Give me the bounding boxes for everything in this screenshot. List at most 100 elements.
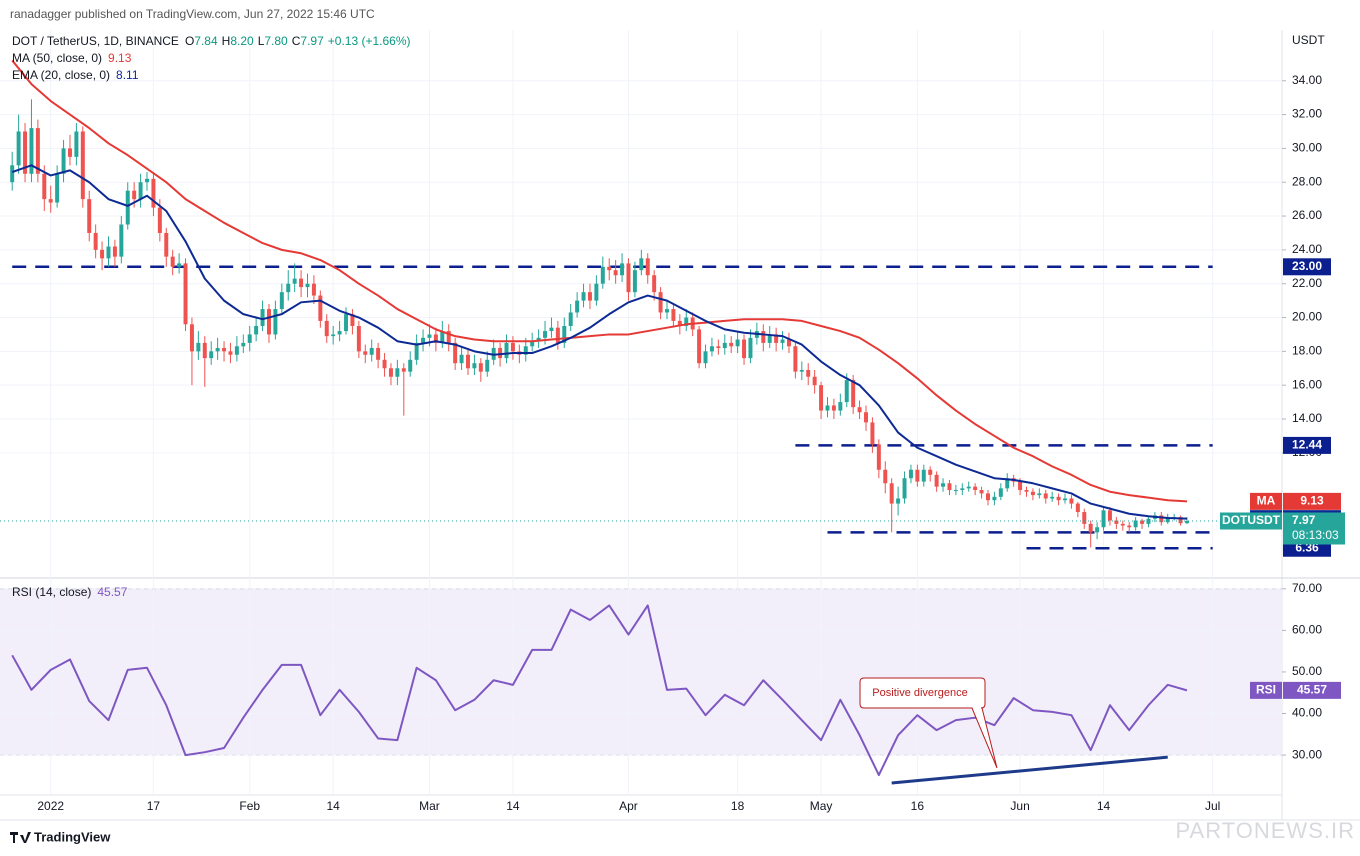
plot-layer: 12.0014.0016.0018.0020.0022.0024.0026.00… [0, 30, 1345, 813]
candle-body [151, 178, 156, 208]
candle-body [337, 331, 342, 335]
candle-body [844, 380, 849, 403]
candle-body [620, 263, 625, 276]
x-tick-label: Feb [239, 799, 260, 813]
candle-body [555, 327, 560, 343]
plot [0, 59, 1282, 785]
candle-body [1114, 520, 1119, 524]
y-tick-label: 14.00 [1292, 411, 1322, 425]
candle-body [260, 309, 265, 326]
candle-body [16, 131, 21, 166]
candle-body [10, 165, 15, 183]
publisher: ranadagger published on TradingView.com,… [10, 7, 375, 21]
legend-label: C [292, 34, 301, 48]
x-tick-label: 16 [911, 799, 925, 813]
candle-body [1165, 517, 1170, 523]
candle-body [125, 190, 130, 225]
candle-body [812, 376, 817, 386]
candle-body [170, 256, 175, 267]
annotation: Positive divergence [859, 677, 998, 769]
candle-body [979, 490, 984, 494]
candle-body [35, 128, 40, 174]
ema-name: EMA (20, close, 0) [12, 68, 110, 82]
candle-body [985, 493, 990, 501]
footer: TradingView PARTONEWS.IR [10, 818, 1354, 844]
y-tick-label: 26.00 [1292, 208, 1322, 222]
candle-body [427, 334, 432, 338]
candle-body [523, 346, 528, 355]
candle-body [254, 325, 259, 335]
candle-body [697, 329, 702, 364]
candle-body [998, 488, 1003, 497]
candle-body [382, 359, 387, 369]
candle-body [793, 346, 798, 372]
candle-body [883, 469, 888, 484]
y-tick-label: 18.00 [1292, 344, 1322, 358]
x-tick-label: 14 [326, 799, 340, 813]
candle-body [498, 347, 503, 359]
x-tick-label: 2022 [37, 799, 64, 813]
candle-body [600, 266, 605, 284]
candle-body [504, 342, 509, 359]
ema-legend: EMA (20, close, 0) 8.11 [12, 68, 139, 82]
legend-change: +0.13 (+1.66%) [328, 34, 411, 48]
candle-body [953, 490, 958, 492]
candle-body [1178, 517, 1183, 524]
candle-body [215, 347, 220, 352]
candle-body [138, 182, 143, 200]
ma-legend: MA (50, close, 0) 9.13 [12, 51, 132, 65]
candle-body [709, 346, 714, 352]
candle-body [247, 334, 252, 343]
candle-body [632, 270, 637, 293]
candle-body [742, 339, 747, 359]
candle-body [228, 351, 233, 355]
y-tick-label: 40.00 [1292, 706, 1322, 720]
candle-body [440, 331, 445, 343]
ema-value: 8.11 [116, 68, 139, 82]
price-tag-name: DOTUSDT [1222, 513, 1281, 527]
candle-body [1005, 478, 1010, 489]
candle-body [61, 148, 66, 174]
x-tick-label: 14 [1097, 799, 1111, 813]
candle-body [299, 278, 304, 288]
unit: USDT [1292, 33, 1325, 47]
candle-body [915, 469, 920, 482]
candle-body [870, 422, 875, 445]
candle-body [478, 363, 483, 372]
candle-body [575, 300, 580, 313]
candle-body [658, 292, 663, 313]
x-tick-label: Jun [1010, 799, 1029, 813]
candle-body [799, 369, 804, 372]
candle-body [1107, 510, 1112, 521]
candle-body [1088, 523, 1093, 533]
candle-body [1075, 503, 1080, 513]
candle-body [896, 498, 901, 504]
y-tick-label: 70.00 [1292, 581, 1322, 595]
candle-body [780, 339, 785, 343]
candle-body [510, 342, 515, 352]
candle-body [677, 320, 682, 326]
candle-body [132, 190, 137, 200]
tag-name-box [1250, 492, 1282, 510]
legend-label: H [222, 34, 231, 48]
candle-body [112, 246, 117, 257]
legend-value: 7.97 [300, 34, 324, 48]
candle-body [857, 407, 862, 413]
candle-body [196, 342, 201, 352]
candle-body [1133, 520, 1138, 528]
candle-body [581, 292, 586, 301]
candle-body [921, 469, 926, 482]
candle-body [992, 496, 997, 501]
legend-label: L [258, 34, 265, 48]
candle-body [324, 320, 329, 337]
candle-body [48, 199, 53, 203]
y-tick-label: 22.00 [1292, 276, 1322, 290]
y-tick-label: 60.00 [1292, 623, 1322, 637]
indicator-line [11, 604, 1188, 777]
candle-body [279, 292, 284, 310]
tag-value: 45.57 [1297, 683, 1327, 697]
candle-body [286, 283, 291, 293]
y-tick-label: 28.00 [1292, 174, 1322, 188]
candle-body [1159, 515, 1164, 523]
